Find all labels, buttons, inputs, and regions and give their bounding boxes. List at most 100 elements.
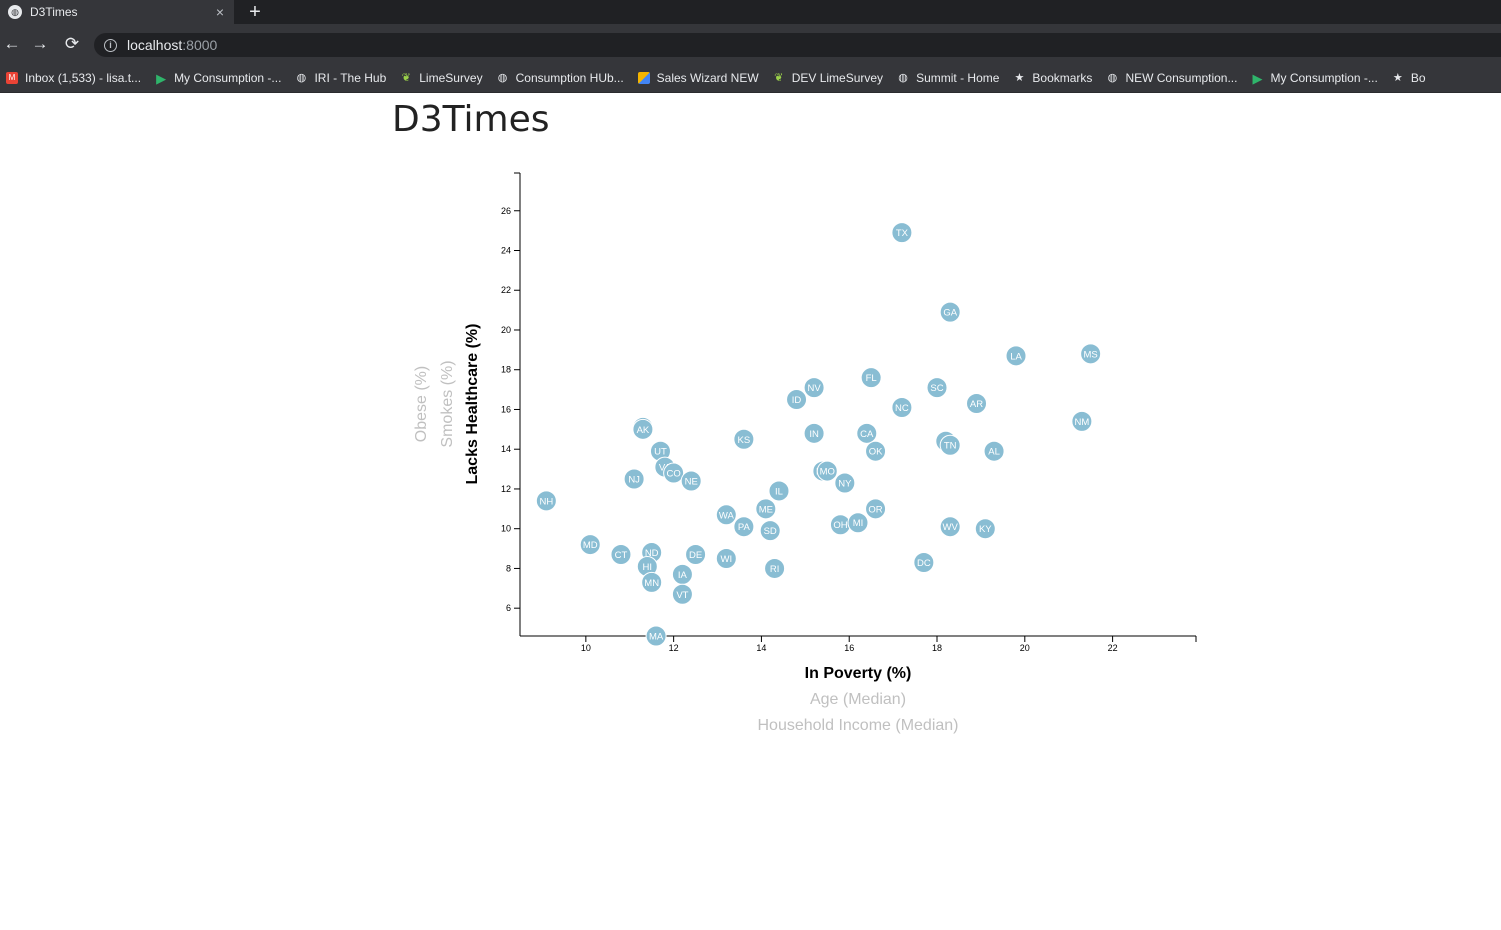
x-tick-label: 22 [1108, 643, 1118, 653]
bookmark-label: My Consumption -... [1270, 71, 1378, 85]
y-tick-label: 6 [506, 603, 511, 613]
bookmark-item[interactable]: ❦ DEV LimeSurvey [767, 64, 891, 92]
scatter-chart: 10 12 14 16 18 20 22 6 8 10 12 14 16 18 20 22 24 26 TX GA LA… [413, 172, 1197, 734]
state-circle[interactable] [834, 472, 856, 494]
state-circle[interactable] [786, 389, 808, 411]
y-axis-label[interactable]: Obese (%) [413, 366, 430, 442]
state-abbr-label: MA [649, 632, 664, 643]
new-tab-button[interactable]: + [249, 0, 261, 23]
bookmark-label: Bo [1410, 71, 1426, 85]
state-circle[interactable] [579, 534, 601, 556]
state-circle[interactable] [733, 428, 755, 450]
state-circle[interactable] [632, 418, 654, 440]
state-circle[interactable] [733, 516, 755, 538]
state-circle[interactable] [645, 625, 667, 647]
bookmark-item[interactable]: ★ Bookmarks [1007, 64, 1100, 92]
state-circle[interactable] [1005, 345, 1027, 367]
state-abbr-label: LA [1010, 351, 1022, 362]
state-abbr-label: IL [775, 486, 783, 497]
state-circle[interactable] [768, 480, 790, 502]
state-abbr-label: FL [866, 373, 877, 384]
bookmark-label: My Consumption -... [174, 71, 282, 85]
state-circle[interactable] [865, 440, 887, 462]
state-circle[interactable] [939, 434, 961, 456]
state-circle[interactable] [803, 377, 825, 399]
tab-title: D3Times [30, 5, 78, 19]
state-circle[interactable] [847, 512, 869, 534]
state-circle[interactable] [860, 367, 882, 389]
bookmark-item[interactable]: M Inbox (1,533) - lisa.t... [0, 64, 149, 92]
bookmark-label: LimeSurvey [419, 71, 483, 85]
bookmark-item[interactable]: ◍ NEW Consumption... [1100, 64, 1245, 92]
y-tick-label: 12 [501, 484, 511, 494]
y-tick-label: 14 [501, 444, 511, 454]
x-axis-label[interactable]: Age (Median) [810, 691, 906, 708]
bookmark-item[interactable]: ◍ IRI - The Hub [289, 64, 394, 92]
state-circle[interactable] [816, 460, 838, 482]
state-abbr-label: IN [809, 429, 819, 440]
globe-icon: ◍ [898, 71, 908, 84]
state-circle[interactable] [939, 516, 961, 538]
globe-icon: ◍ [8, 5, 22, 19]
state-abbr-label: DE [689, 550, 702, 561]
bookmark-label: Summit - Home [916, 71, 1000, 85]
state-abbr-label: NM [1074, 417, 1089, 428]
bookmark-item[interactable]: ◍ Summit - Home [891, 64, 1007, 92]
x-tick-label: 12 [669, 643, 679, 653]
state-circle[interactable] [764, 557, 786, 579]
state-circle[interactable] [715, 548, 737, 570]
close-icon[interactable]: × [215, 4, 225, 20]
reload-icon[interactable]: ⟳ [64, 34, 80, 53]
y-tick-label: 18 [501, 365, 511, 375]
state-circle[interactable] [966, 393, 988, 415]
state-circle[interactable] [803, 422, 825, 444]
state-circle[interactable] [535, 490, 557, 512]
state-circle[interactable] [623, 468, 645, 490]
bookmark-item[interactable]: ❦ LimeSurvey [394, 64, 490, 92]
globe-icon: ◍ [1107, 71, 1118, 84]
bookmark-item[interactable]: ★ Bo [1386, 64, 1434, 92]
state-circle[interactable] [1071, 410, 1093, 432]
y-axis-label[interactable]: Smokes (%) [439, 360, 456, 447]
state-circle[interactable] [641, 571, 663, 593]
state-circle[interactable] [680, 470, 702, 492]
state-abbr-label: WI [721, 554, 733, 565]
y-tick-label: 22 [501, 285, 511, 295]
info-icon[interactable]: i [104, 38, 117, 52]
x-tick-label: 16 [844, 643, 854, 653]
bookmark-item[interactable]: ▶ My Consumption -... [149, 64, 289, 92]
state-circle[interactable] [610, 544, 632, 566]
state-circle[interactable] [1080, 343, 1102, 365]
state-abbr-label: OR [868, 504, 882, 515]
address-bar[interactable]: i localhost:8000 [94, 33, 1501, 57]
state-circle[interactable] [891, 222, 913, 244]
page-title: D3Times [392, 99, 550, 140]
bookmark-item[interactable]: ▶ My Consumption -... [1245, 64, 1385, 92]
state-circle[interactable] [983, 440, 1005, 462]
state-circle[interactable] [939, 301, 961, 323]
state-circle[interactable] [974, 518, 996, 540]
bookmark-item[interactable]: Sales Wizard NEW [632, 64, 767, 92]
state-circle[interactable] [663, 462, 685, 484]
state-circle[interactable] [891, 396, 913, 418]
x-axis-label[interactable]: In Poverty (%) [805, 665, 912, 682]
y-axis-label[interactable]: Lacks Healthcare (%) [464, 324, 481, 485]
state-circle[interactable] [865, 498, 887, 520]
state-abbr-label: OK [869, 447, 883, 458]
state-abbr-label: ID [792, 395, 802, 406]
state-abbr-label: WA [719, 510, 735, 521]
state-circle[interactable] [715, 504, 737, 526]
state-circle[interactable] [759, 520, 781, 542]
state-circle[interactable] [856, 422, 878, 444]
browser-tab[interactable]: ◍ D3Times × [0, 0, 234, 24]
x-axis-label[interactable]: Household Income (Median) [758, 717, 959, 734]
back-icon[interactable]: ← [3, 34, 21, 53]
state-circle[interactable] [685, 544, 707, 566]
state-circle[interactable] [671, 583, 693, 605]
bookmark-item[interactable]: ◍ Consumption HUb... [491, 64, 632, 92]
state-circle[interactable] [755, 498, 777, 520]
globe-icon: ◍ [497, 71, 508, 84]
state-circle[interactable] [926, 377, 948, 399]
forward-icon[interactable]: → [31, 34, 49, 53]
state-circle[interactable] [913, 551, 935, 573]
